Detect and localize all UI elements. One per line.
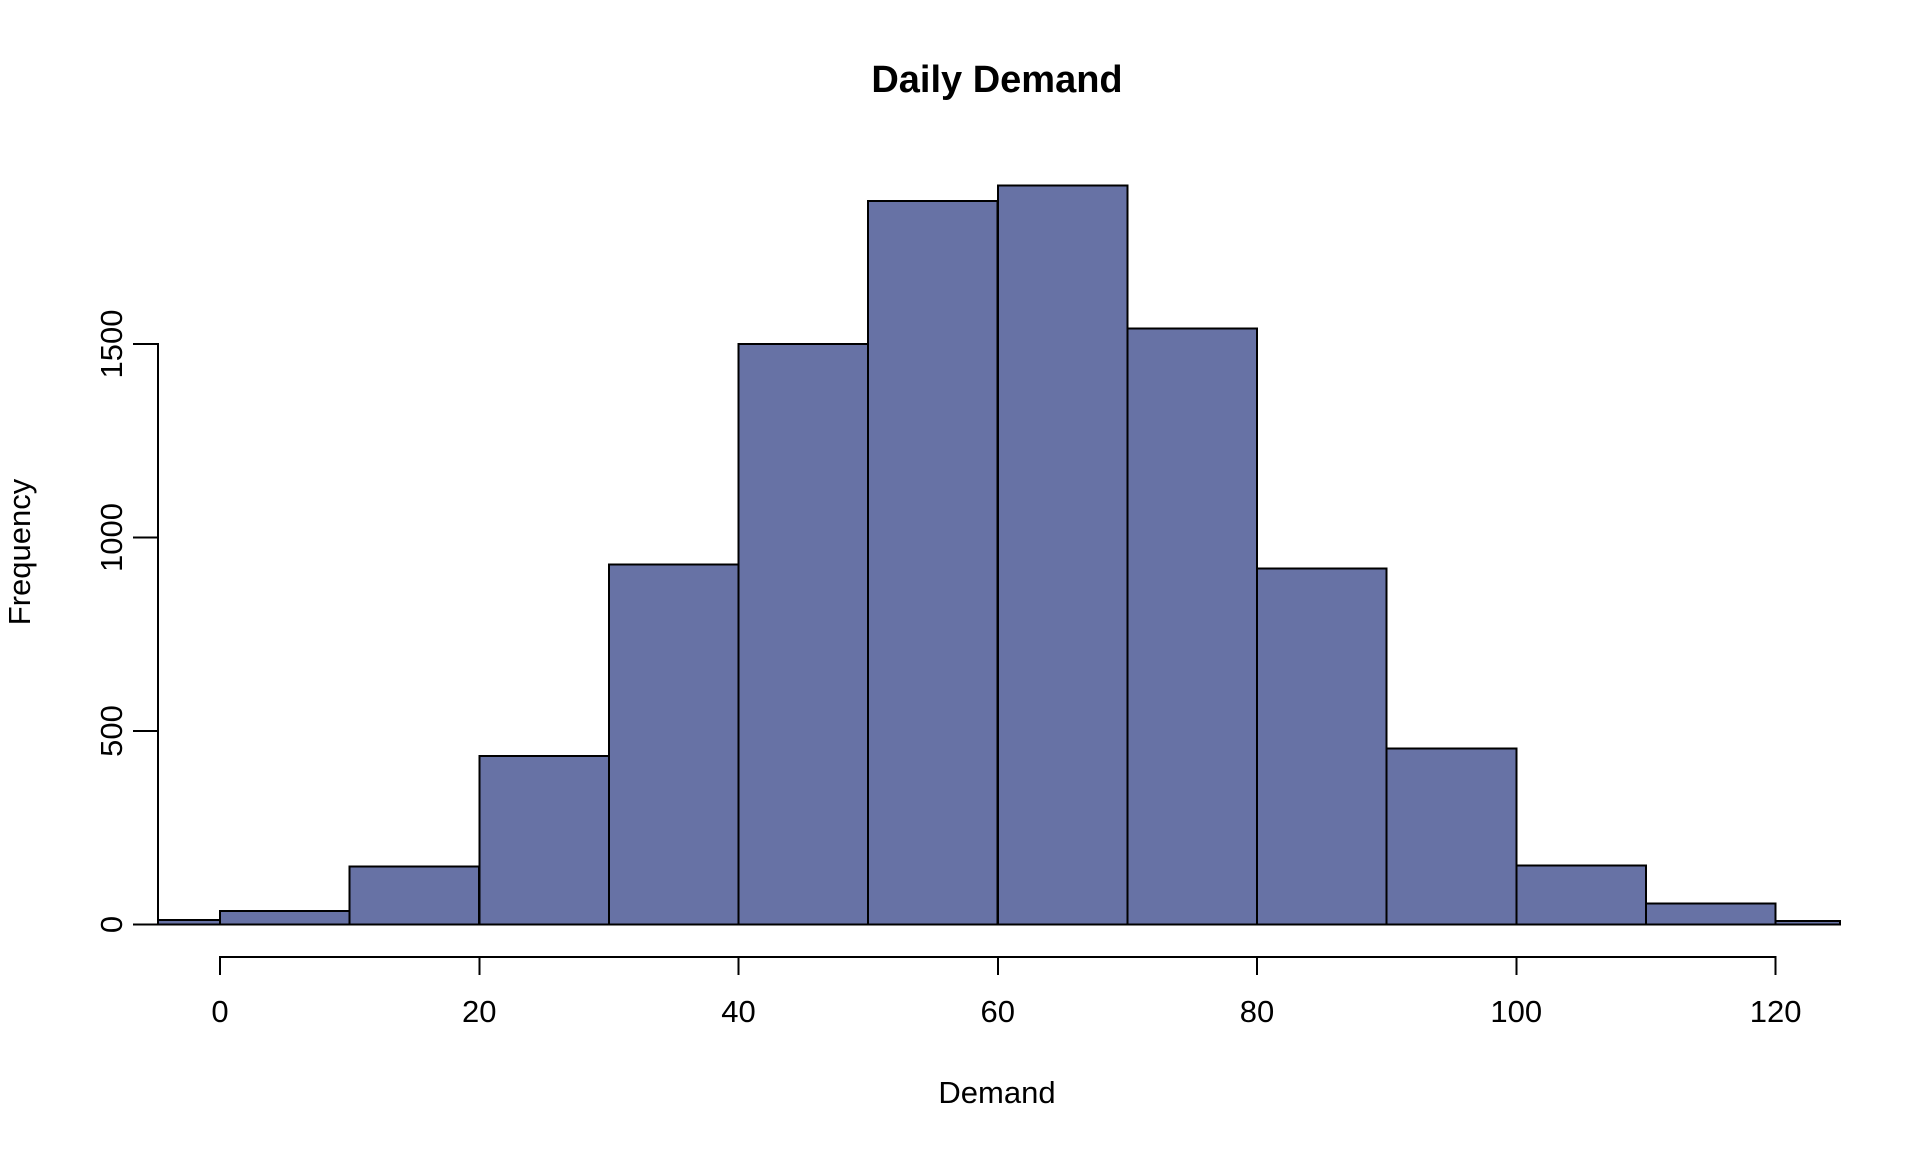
- y-tick-label: 500: [94, 705, 129, 757]
- y-axis-label: Frequency: [2, 478, 37, 625]
- y-tick-label: 1500: [94, 310, 129, 379]
- histogram-bar: [867, 199, 999, 926]
- x-axis-label: Demand: [938, 1075, 1055, 1110]
- y-tick-label: 0: [94, 916, 129, 933]
- x-tick-label: 120: [1750, 994, 1802, 1029]
- histogram-bar: [607, 563, 740, 926]
- histogram-bar: [1385, 747, 1518, 926]
- histogram-bar: [1515, 864, 1647, 926]
- histogram-bar: [478, 755, 610, 926]
- histogram-bar: [348, 865, 481, 926]
- histogram-bar: [1774, 920, 1841, 926]
- histogram-bar: [157, 919, 221, 926]
- axes-group: 0 20 40 60 80 100 120 0 500 1000 1500: [94, 310, 1801, 1029]
- x-tick-label: 60: [981, 994, 1015, 1029]
- x-tick-label: 0: [211, 994, 228, 1029]
- x-tick-label: 40: [721, 994, 755, 1029]
- histogram-bar: [1644, 902, 1777, 926]
- chart-title: Daily Demand: [871, 59, 1122, 101]
- histogram-bar: [996, 184, 1129, 926]
- x-tick-label: 100: [1490, 994, 1542, 1029]
- histogram-bar: [1126, 327, 1259, 926]
- x-tick-label: 80: [1240, 994, 1274, 1029]
- x-tick-label: 20: [462, 994, 496, 1029]
- histogram-bar: [219, 910, 351, 926]
- y-tick-label: 1000: [94, 503, 129, 572]
- histogram-bar: [737, 343, 870, 926]
- bars-group: [157, 184, 1841, 926]
- histogram-bar: [1256, 567, 1388, 926]
